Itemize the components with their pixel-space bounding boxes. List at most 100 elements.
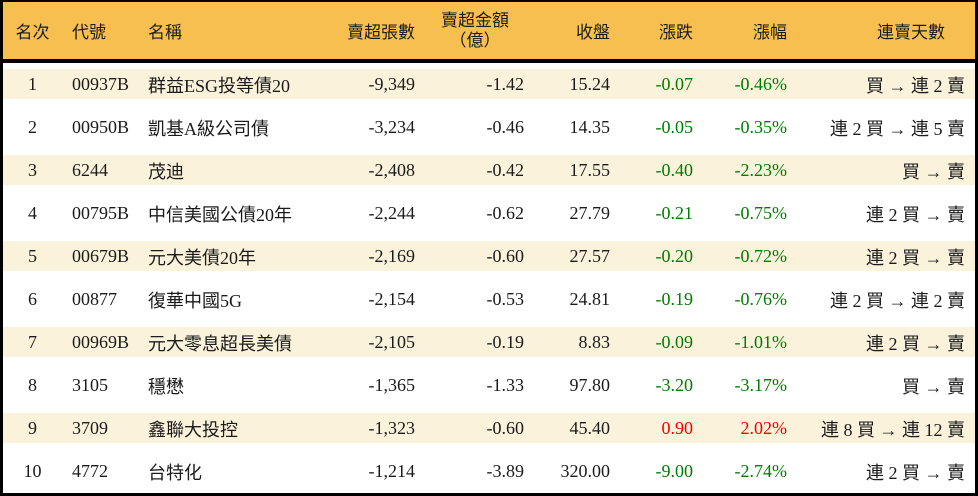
cell-rank: 1: [28, 74, 37, 94]
cell-sell-volume: -2,408: [368, 160, 416, 180]
cell-close: 320.00: [560, 461, 611, 481]
cell-change: -0.07: [655, 74, 694, 94]
cell-close: 24.81: [569, 289, 611, 309]
cell-name: 鑫聯大投控: [148, 419, 238, 440]
cell-rank: 10: [23, 461, 42, 481]
table-row: 6 00877 復華中國5G -2,154 -0.53 24.81 -0.19 -0.76% 連…: [3, 278, 975, 321]
cell-name: 台特化: [148, 462, 202, 483]
cell-close: 45.40: [569, 418, 611, 438]
cell-change-pct: -0.72%: [734, 246, 788, 266]
cell-change-pct: -0.35%: [734, 117, 788, 137]
cell-rank: 9: [28, 418, 37, 438]
cell-name: 元大美債20年: [148, 247, 256, 268]
cell-streak: 連 2 買 → 賣: [866, 247, 965, 268]
cell-code: 00950B: [72, 117, 130, 137]
cell-sell-amount: -0.42: [486, 160, 525, 180]
cell-streak: 連 2 買 → 連 2 賣: [830, 290, 965, 311]
header-cell-sell-amount: 賣超金額 （億）: [420, 11, 530, 49]
header-cell-name: 名稱: [148, 23, 182, 42]
cell-streak: 連 2 買 → 連 5 賣: [830, 118, 965, 139]
cell-sell-amount: -0.62: [486, 203, 525, 223]
cell-close: 27.79: [569, 203, 611, 223]
header-sell-amount-line1: 賣超金額: [441, 11, 509, 31]
cell-code: 3105: [72, 375, 108, 395]
cell-change-pct: -3.17%: [734, 375, 788, 395]
cell-change: -0.40: [655, 160, 694, 180]
cell-code: 00877: [72, 289, 117, 309]
cell-streak: 買 → 連 2 賣: [866, 75, 965, 96]
cell-change-pct: -0.76%: [734, 289, 788, 309]
table-row: 4 00795B 中信美國公債20年 -2,244 -0.62 27.79 -0.21 -0.…: [3, 192, 975, 235]
cell-change: -0.19: [655, 289, 694, 309]
cell-name: 元大零息超長美債: [148, 333, 292, 354]
cell-close: 14.35: [569, 117, 611, 137]
header-cell-sell-volume: 賣超張數: [347, 23, 415, 42]
header-cell-streak: 連賣天數: [877, 23, 945, 42]
cell-code: 00969B: [72, 332, 130, 352]
cell-change-pct: -2.74%: [734, 461, 788, 481]
cell-sell-amount: -0.60: [486, 246, 525, 266]
cell-change: -0.05: [655, 117, 694, 137]
cell-code: 00679B: [72, 246, 130, 266]
table-row: 8 3105 穩懋 -1,365 -1.33 97.80 -3.20 -3.17% 買 → 賣: [3, 364, 975, 407]
cell-sell-volume: -2,169: [368, 246, 416, 266]
cell-streak: 買 → 賣: [902, 376, 965, 397]
cell-code: 4772: [72, 461, 108, 481]
cell-rank: 4: [28, 203, 37, 223]
cell-change: -0.21: [655, 203, 694, 223]
header-cell-code: 代號: [72, 23, 106, 42]
cell-code: 00795B: [72, 203, 130, 223]
cell-change-pct: 2.02%: [740, 418, 788, 438]
header-sell-amount-line2: （億）: [449, 30, 501, 50]
cell-rank: 8: [28, 375, 37, 395]
cell-streak: 連 8 買 → 連 12 賣: [821, 419, 965, 440]
cell-sell-amount: -0.46: [486, 117, 525, 137]
cell-sell-amount: -0.19: [486, 332, 525, 352]
cell-change: -0.20: [655, 246, 694, 266]
cell-close: 27.57: [569, 246, 611, 266]
cell-name: 茂迪: [148, 161, 184, 182]
cell-streak: 連 2 買 → 賣: [866, 333, 965, 354]
cell-sell-amount: -1.42: [486, 74, 525, 94]
cell-rank: 7: [28, 332, 37, 352]
cell-code: 00937B: [72, 74, 130, 94]
cell-change: -3.20: [655, 375, 694, 395]
table-row: 1 00937B 群益ESG投等債20 -9,349 -1.42 15.24 -0.07 -0…: [3, 63, 975, 106]
cell-close: 15.24: [569, 74, 611, 94]
cell-change: -0.09: [655, 332, 694, 352]
cell-rank: 6: [28, 289, 37, 309]
table-body: 1 00937B 群益ESG投等債20 -9,349 -1.42 15.24 -0.07 -0…: [3, 63, 975, 493]
cell-sell-volume: -2,154: [368, 289, 416, 309]
cell-change-pct: -0.46%: [734, 74, 788, 94]
cell-close: 97.80: [569, 375, 611, 395]
cell-streak: 連 2 買 → 賣: [866, 462, 965, 483]
cell-change-pct: -2.23%: [734, 160, 788, 180]
cell-sell-amount: -0.53: [486, 289, 525, 309]
cell-close: 8.83: [578, 332, 611, 352]
cell-name: 群益ESG投等債20: [148, 75, 291, 96]
cell-sell-volume: -1,365: [368, 375, 416, 395]
header-cell-close: 收盤: [576, 23, 610, 42]
header-cell-rank: 名次: [15, 23, 50, 42]
table-row: 7 00969B 元大零息超長美債 -2,105 -0.19 8.83 -0.09 -1.01…: [3, 321, 975, 364]
table-row: 3 6244 茂迪 -2,408 -0.42 17.55 -0.40 -2.23% 買 → 賣: [3, 149, 975, 192]
header-cell-change: 漲跌: [659, 23, 693, 42]
cell-rank: 5: [28, 246, 37, 266]
cell-code: 3709: [72, 418, 108, 438]
table-header: 名次 代號 名稱 賣超張數 賣超金額 （億） 收盤 漲跌 漲幅 連賣天數: [3, 2, 975, 63]
cell-sell-volume: -3,234: [368, 117, 416, 137]
cell-name: 凱基A級公司債: [148, 118, 269, 139]
cell-close: 17.55: [569, 160, 611, 180]
cell-sell-volume: -9,349: [368, 74, 416, 94]
cell-sell-amount: -3.89: [486, 461, 525, 481]
cell-sell-volume: -2,105: [368, 332, 416, 352]
cell-sell-volume: -1,323: [368, 418, 416, 438]
cell-rank: 2: [28, 117, 37, 137]
cell-streak: 買 → 賣: [902, 161, 965, 182]
table-row: 2 00950B 凱基A級公司債 -3,234 -0.46 14.35 -0.05 -0.35…: [3, 106, 975, 149]
cell-sell-amount: -0.60: [486, 418, 525, 438]
cell-change-pct: -0.75%: [734, 203, 788, 223]
cell-change-pct: -1.01%: [734, 332, 788, 352]
cell-sell-volume: -1,214: [368, 461, 416, 481]
